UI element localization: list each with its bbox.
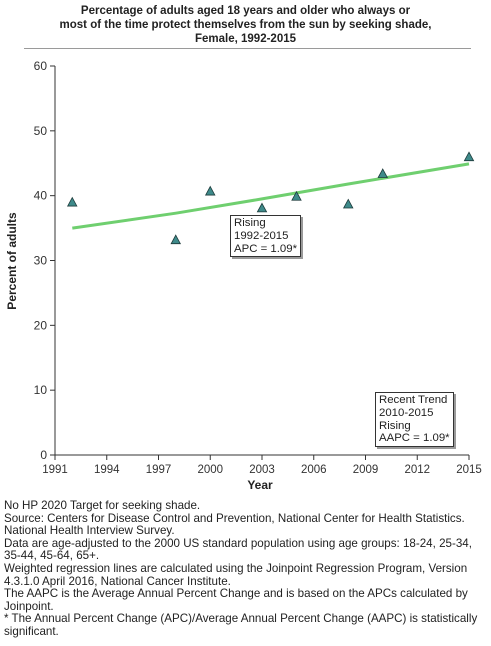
note-line: The AAPC is the Average Annual Percent C… [4, 587, 468, 613]
note-line: * The Annual Percent Change (APC)/Averag… [4, 612, 478, 638]
data-points-group [66, 151, 475, 245]
x-tick-label: 2003 [249, 464, 275, 476]
x-tick-label: 2009 [353, 464, 379, 476]
y-axis-label: Percent of adults [5, 212, 19, 310]
trend-annotation: Rising 1992-2015 APC = 1.09* [230, 215, 302, 258]
data-point [291, 190, 302, 201]
annotation-line: 2010-2015 [379, 406, 434, 419]
x-tick-label: 1991 [42, 464, 68, 476]
chart-notes: No HP 2020 Target for seeking shade. Sou… [4, 499, 490, 639]
title-divider [24, 48, 471, 49]
data-point [342, 198, 354, 209]
title-line: Percentage of adults aged 18 years and o… [80, 5, 411, 17]
recent-trend-annotation: Recent Trend 2010-2015 Rising AAPC = 1.0… [375, 392, 454, 448]
x-tick-label: 2015 [456, 464, 482, 476]
note-line: Data are age-adjusted to the 2000 US sta… [4, 536, 472, 563]
annotation-line: APC = 1.09* [234, 242, 298, 255]
annotation-line: AAPC = 1.09* [379, 432, 450, 445]
data-point [66, 196, 78, 207]
x-tick-label: 2006 [301, 464, 327, 476]
trend-line-group [72, 162, 470, 230]
y-tick-label: 0 [40, 448, 47, 462]
chart-title: Percentage of adults aged 18 years and o… [20, 4, 471, 46]
annotation-line: 1992-2015 [234, 229, 289, 242]
y-tick-label: 60 [34, 59, 48, 73]
title-line: Female, 1992-2015 [194, 33, 297, 45]
chart-plot: 0 10 20 30 40 50 60 1991 1994 1997 2000 2003 2006 200… [34, 59, 482, 476]
note-line: Weighted regression lines are calculated… [4, 561, 468, 588]
y-tick-label: 10 [34, 383, 48, 397]
x-tick-label: 2000 [197, 464, 223, 476]
annotation-line: Recent Trend [379, 394, 448, 406]
data-point [377, 168, 389, 178]
x-tick-label: 1994 [94, 464, 120, 476]
x-axis-label: Year [247, 478, 273, 492]
note-line: Source: Centers for Disease Control and … [4, 511, 465, 538]
data-point [204, 185, 216, 196]
data-point [463, 151, 475, 162]
y-tick-label: 50 [34, 124, 48, 138]
x-tick-label: 2012 [404, 464, 430, 476]
chart-axes: 0 10 20 30 40 50 60 1991 1994 1997 2000 2003 2006 200… [34, 59, 482, 476]
note-line: No HP 2020 Target for seeking shade. [4, 499, 201, 512]
title-line: most of the time protect themselves from… [59, 19, 432, 31]
annotation-line: Rising [379, 419, 411, 432]
x-tick-label: 1997 [146, 464, 172, 476]
y-tick-label: 40 [34, 189, 48, 203]
data-point [170, 234, 182, 245]
y-tick-label: 30 [34, 254, 48, 268]
y-tick-label: 20 [34, 318, 48, 332]
data-point [256, 202, 268, 213]
trend-line [72, 162, 470, 230]
annotation-line: Rising [234, 217, 266, 229]
